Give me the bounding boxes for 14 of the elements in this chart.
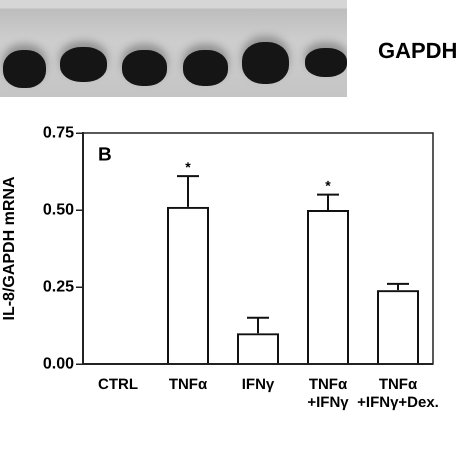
annotation: * [325,177,332,194]
text: GAPDH [378,38,458,64]
x-tick-label: TNFα +IFNγ [307,376,350,412]
y-axis-title: IL-8/GAPDH mRNA [1,176,18,321]
annotation: * [185,158,192,175]
x-tick-label: TNFα [168,376,208,394]
x-tick-label: CTRL [98,376,138,394]
annotation: B [98,144,112,166]
x-tick-label: IFNγ [242,376,275,394]
y-tick-label: 0.00 [42,355,74,372]
y-tick-label: 0.50 [42,201,74,218]
y-tick-label: 0.25 [42,278,74,296]
y-tick-label: 0.75 [42,124,74,142]
x-tick-label: TNFα +IFNγ+Dex. [357,376,439,412]
